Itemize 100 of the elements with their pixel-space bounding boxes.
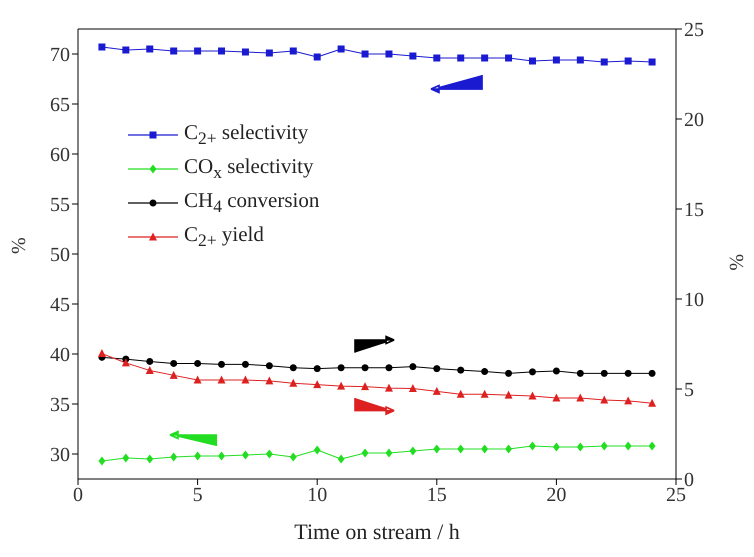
point (648, 370, 656, 377)
y2-tick-label: 15 (684, 199, 704, 222)
point (146, 454, 154, 464)
point (194, 48, 202, 54)
point (552, 442, 560, 452)
y-tick-label: 65 (50, 94, 70, 116)
point (242, 360, 249, 368)
point (528, 58, 536, 64)
point (432, 386, 441, 395)
point (241, 376, 250, 384)
point (266, 362, 273, 370)
y-tick-label: 70 (50, 44, 70, 66)
x-tick-label: 25 (666, 484, 686, 506)
point (600, 370, 608, 377)
point (481, 368, 488, 376)
legend-label: C$_{2+}$ yield (184, 222, 264, 252)
point (98, 349, 106, 358)
point (624, 58, 632, 64)
point (170, 370, 178, 379)
x-axis-title: Time on stream / h (294, 519, 460, 544)
point (362, 364, 369, 372)
point (362, 50, 369, 58)
y-tick-label: 40 (50, 344, 70, 366)
point (480, 390, 489, 398)
point (290, 452, 297, 462)
point (122, 358, 130, 366)
point (457, 366, 464, 374)
point (385, 448, 392, 458)
point (576, 56, 584, 64)
point (146, 46, 154, 52)
point (576, 370, 584, 377)
point (218, 452, 226, 460)
point (338, 364, 345, 372)
point (170, 360, 178, 367)
point (409, 446, 416, 456)
point (170, 48, 178, 54)
point (194, 452, 202, 460)
point (433, 54, 440, 62)
point (122, 46, 130, 54)
point (242, 48, 249, 56)
point (552, 56, 560, 64)
x-tick-label: 15 (426, 484, 447, 506)
point (408, 384, 417, 392)
point (194, 360, 202, 367)
point (385, 364, 392, 372)
point (290, 48, 297, 54)
point (576, 442, 584, 452)
y2-tick-label: 25 (684, 19, 704, 42)
y2-tick-label: 20 (684, 109, 704, 132)
y2-tick-label: 0 (684, 469, 694, 492)
point (265, 376, 274, 384)
point (314, 446, 321, 454)
point (505, 444, 512, 454)
point (648, 442, 656, 450)
point (218, 48, 226, 54)
point (481, 54, 488, 62)
point (337, 382, 346, 390)
point (528, 442, 536, 450)
point (457, 54, 464, 62)
y-tick-label: 50 (50, 244, 70, 266)
point (552, 394, 560, 402)
point (194, 376, 202, 384)
point (361, 382, 370, 390)
point (505, 370, 512, 377)
point (528, 392, 536, 400)
point (624, 442, 632, 450)
y-axis-title: % (8, 237, 30, 254)
point (600, 58, 608, 66)
point (505, 54, 512, 62)
point (362, 448, 369, 458)
point (338, 46, 345, 52)
x-tick-label: 0 (73, 484, 83, 506)
legend-label: C$_{2+}$ selectivity (184, 120, 308, 150)
point (122, 454, 130, 462)
point (218, 376, 226, 384)
point (314, 54, 321, 60)
point (504, 390, 513, 399)
legend-label: CO$_{x}$ selectivity (184, 154, 314, 184)
point (528, 368, 536, 376)
point (600, 442, 608, 450)
point (648, 58, 656, 66)
point (624, 396, 632, 404)
point (170, 452, 178, 462)
point (266, 450, 273, 458)
point (313, 380, 322, 388)
point (266, 50, 273, 56)
y-tick-label: 45 (50, 294, 70, 316)
y-tick-label: 35 (50, 394, 70, 416)
point (146, 358, 154, 365)
point (456, 390, 465, 398)
x-tick-label: 10 (307, 484, 328, 506)
y-tick-label: 30 (50, 444, 70, 466)
point (290, 364, 297, 372)
point (385, 50, 392, 58)
y2-tick-label: 10 (684, 289, 704, 312)
y-tick-label: 60 (50, 144, 70, 166)
point (98, 456, 106, 466)
point (146, 366, 154, 374)
y2-axis-title: % (726, 254, 748, 271)
point (289, 378, 298, 387)
